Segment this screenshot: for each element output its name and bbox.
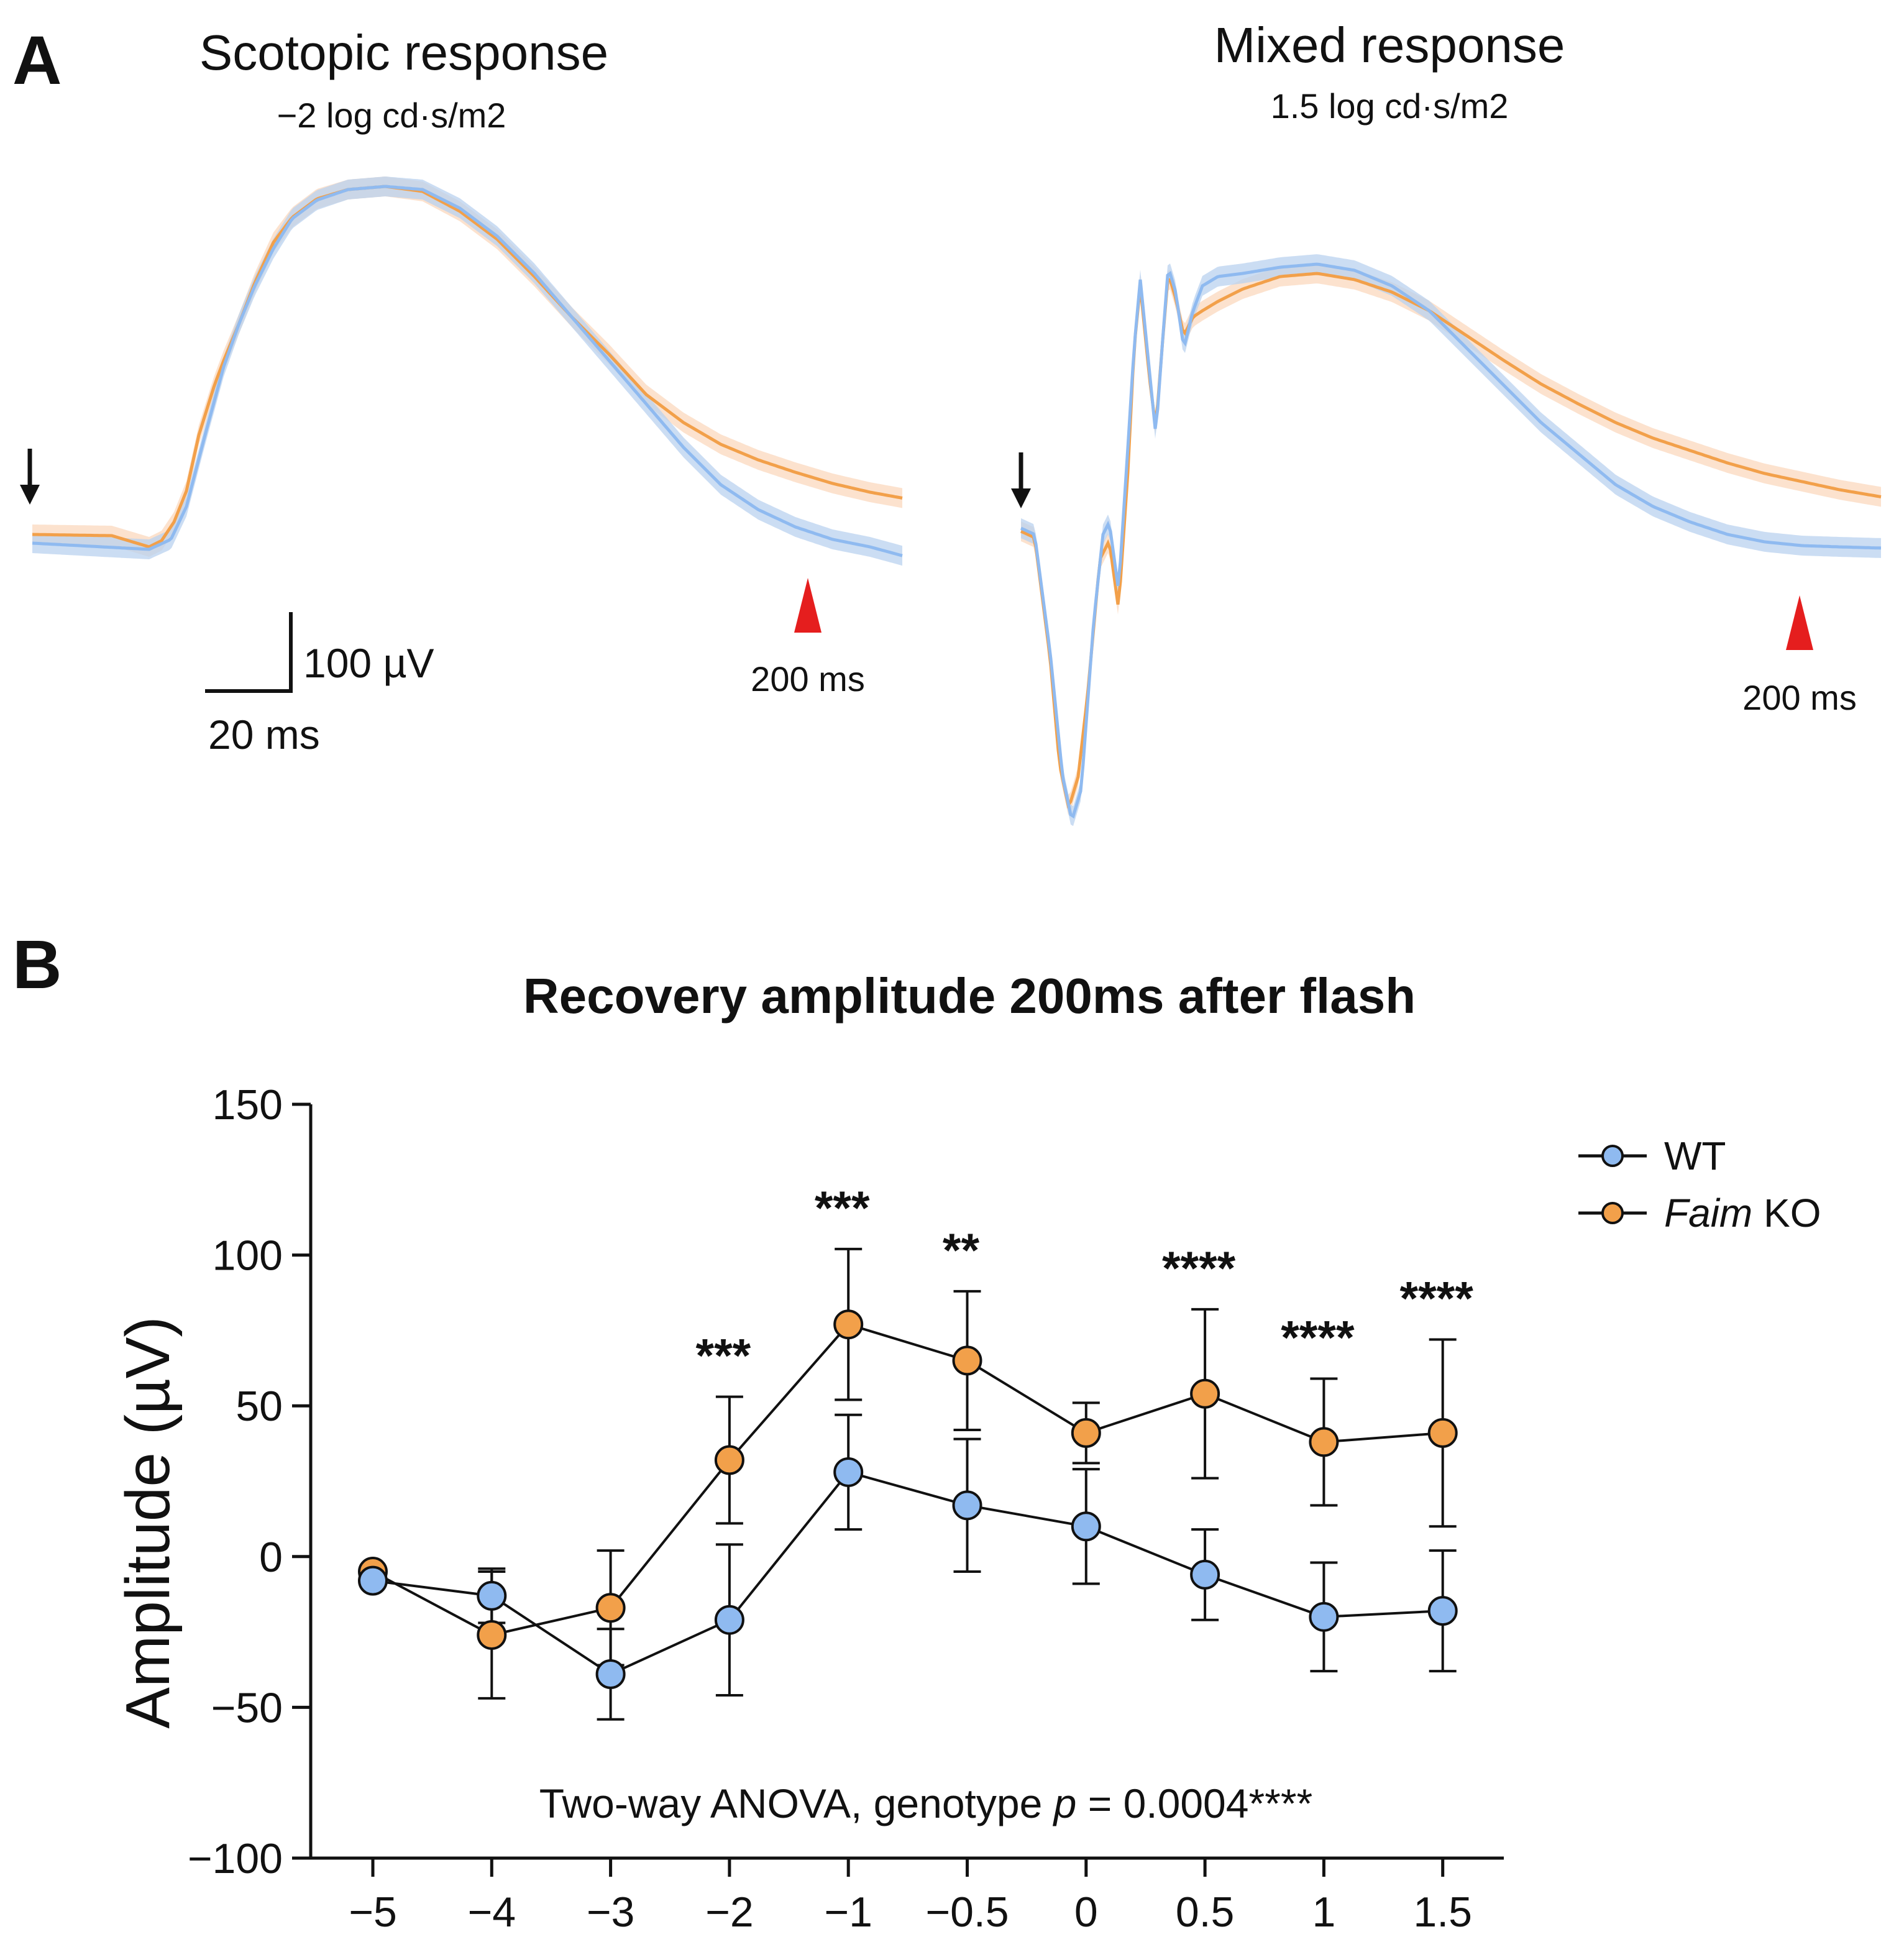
- data-point-wt: [1427, 1596, 1458, 1626]
- data-point-wt: [595, 1659, 626, 1690]
- significance-label: ***: [696, 1330, 751, 1383]
- mixed-subtitle: 1.5 log cd·s/m2: [1271, 86, 1509, 126]
- legend-item-wt: WT: [1578, 1134, 1726, 1178]
- anova-suffix: = 0.0004****: [1076, 1780, 1312, 1826]
- x-tick-label: −1: [824, 1889, 872, 1936]
- data-point-wt: [1190, 1559, 1220, 1590]
- x-tick-label: 1.5: [1413, 1889, 1472, 1936]
- x-tick-label: −5: [349, 1889, 397, 1936]
- panel-a-label: A: [12, 22, 62, 99]
- anova-annotation: Two-way ANOVA, genotype p = 0.0004****: [539, 1780, 1312, 1826]
- data-point-ko: [833, 1309, 864, 1340]
- data-point-ko: [1071, 1418, 1101, 1448]
- data-point-ko: [1190, 1378, 1220, 1409]
- legend-label-ko: Faim KO: [1664, 1191, 1821, 1235]
- legend: WT Faim KO: [1578, 1134, 1821, 1235]
- marker-200ms-right-icon: [1786, 595, 1813, 650]
- x-tick-label: 0: [1074, 1889, 1098, 1936]
- y-tick-label: −100: [188, 1835, 283, 1882]
- scotopic-wt-band: [32, 176, 902, 566]
- data-point-ko: [595, 1593, 626, 1623]
- scotopic-ko-trace: [32, 185, 903, 549]
- x-tick-label: −2: [705, 1889, 754, 1936]
- x-tick-label: −0.5: [925, 1889, 1009, 1936]
- significance-label: ***: [815, 1182, 870, 1235]
- marker-200ms-left-icon: [794, 578, 822, 633]
- legend-label-wt: WT: [1664, 1134, 1726, 1178]
- x-tick-label: −4: [468, 1889, 516, 1936]
- scotopic-traces: [32, 176, 903, 566]
- anova-prefix: Two-way ANOVA, genotype: [539, 1780, 1054, 1826]
- flash-arrow-icon: [20, 449, 40, 505]
- y-tick-label: −50: [211, 1684, 283, 1731]
- anova-p-symbol: p: [1053, 1780, 1077, 1826]
- y-axis-label: Amplitude (µV): [113, 1316, 183, 1728]
- data-point-wt: [714, 1605, 744, 1635]
- x-tick-label: 0.5: [1176, 1889, 1235, 1936]
- scale-bar-voltage-label: 100 µV: [303, 640, 434, 686]
- scotopic-wt-trace: [32, 185, 903, 557]
- y-tick-label: 100: [213, 1232, 283, 1280]
- y-tick-label: 50: [236, 1383, 283, 1430]
- mixed-traces: [1020, 254, 1882, 827]
- chart-title: Recovery amplitude 200ms after flash: [523, 968, 1416, 1024]
- legend-marker-ko: [1601, 1202, 1624, 1224]
- scale-bar: [205, 612, 293, 693]
- y-tick-label: 150: [213, 1081, 283, 1129]
- scotopic-title: Scotopic response: [199, 25, 608, 80]
- scale-bar-time-label: 20 ms: [208, 712, 320, 758]
- data-point-ko: [1309, 1427, 1339, 1457]
- panel-b-label: B: [12, 927, 62, 1003]
- mixed-title: Mixed response: [1214, 17, 1565, 73]
- significance-label: ****: [1281, 1312, 1355, 1365]
- data-point-ko: [477, 1619, 507, 1650]
- significance-label: **: [943, 1224, 980, 1277]
- data-point-wt: [833, 1457, 864, 1487]
- flash-arrow-icon: [1011, 452, 1031, 508]
- legend-label-ko-suffix: KO: [1752, 1191, 1821, 1235]
- data-point-wt: [1071, 1511, 1101, 1542]
- data-point-ko: [1427, 1418, 1458, 1448]
- data-point-wt: [477, 1580, 507, 1611]
- marker-200ms-left-label: 200 ms: [751, 659, 865, 698]
- data-point-ko: [714, 1445, 744, 1475]
- recovery-chart: −100 −50 0 50 100 150 −5 −4 −3 −2 −1 −0.5 0 0.5 1 1.5 **…: [188, 1081, 1504, 1936]
- data-point-ko: [952, 1345, 982, 1376]
- series-line-ko: [372, 1322, 1443, 1637]
- legend-label-ko-italic: Faim: [1664, 1191, 1752, 1235]
- x-tick-label: 1: [1312, 1889, 1335, 1936]
- scotopic-subtitle: −2 log cd·s/m2: [277, 96, 506, 135]
- x-tick-label: −3: [587, 1889, 635, 1936]
- significance-label: ****: [1400, 1272, 1474, 1325]
- data-point-wt: [1309, 1601, 1339, 1632]
- legend-item-ko: Faim KO: [1578, 1191, 1821, 1235]
- legend-marker-wt: [1601, 1145, 1624, 1167]
- significance-label: ****: [1162, 1242, 1236, 1295]
- marker-200ms-right-label: 200 ms: [1742, 678, 1857, 717]
- data-point-wt: [358, 1565, 388, 1596]
- mixed-wt-trace: [1020, 262, 1882, 819]
- data-point-wt: [952, 1490, 982, 1521]
- scotopic-ko-band: [32, 176, 902, 557]
- y-tick-label: 0: [259, 1534, 283, 1581]
- series-line-wt: [372, 1470, 1443, 1676]
